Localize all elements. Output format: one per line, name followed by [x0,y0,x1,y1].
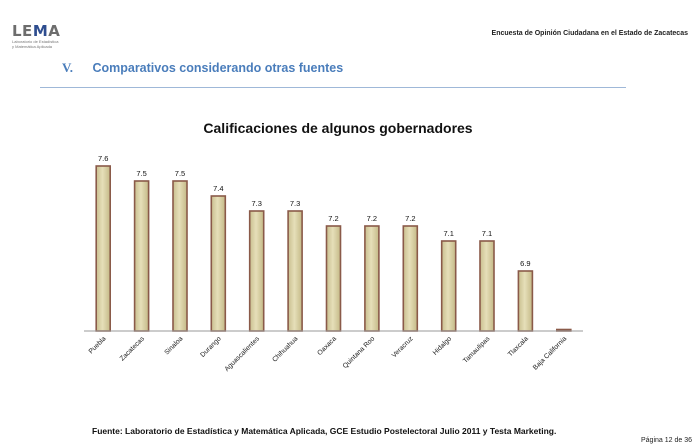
tick-label-sinaloa: Sinaloa [163,335,184,356]
tick-label-hidalgo: Hidalgo [432,335,453,356]
chart-title: Calificaciones de algunos gobernadores [203,120,473,136]
bar-zacatecas [133,180,150,332]
page-number: Página 12 de 36 [641,437,692,444]
tick-label-tlaxcala: Tlaxcala [507,335,530,358]
source-note: Fuente: Laboratorio de Estadística y Mat… [92,426,557,436]
tick-label-aguascalientes: Aguascalientes [224,335,262,373]
data-label-sinaloa: 7.5 [175,169,185,178]
tick-label-puebla: Puebla [88,335,108,355]
bar-hidalgo [440,240,457,332]
data-label-quintana-roo: 7.2 [367,214,377,223]
logo-subtitle-1: Laboratorio de Estadística [12,39,59,44]
data-label-oaxaca: 7.2 [328,214,338,223]
data-label-chihuahua: 7.3 [290,199,300,208]
tick-label-zacatecas: Zacatecas [119,335,147,363]
section-title: Comparativos considerando otras fuentes [92,61,344,75]
tick-label-quintana-roo: Quintana Roo [342,335,377,370]
tick-label-tamaulipas: Tamaulipas [462,335,492,365]
data-label-tamaulipas: 7.1 [482,229,492,238]
bar-oaxaca [325,225,342,332]
tick-label-baja-california: Baja California [532,335,568,371]
data-label-aguascalientes: 7.3 [251,199,261,208]
logo-wordmark: LEMA [12,22,61,40]
tick-label-oaxaca: Oaxaca [316,335,338,357]
tick-label-veracruz: Veracruz [391,335,415,359]
tick-label-durango: Durango [199,335,223,359]
section-number: V. [62,60,73,75]
bar-durango [210,195,227,332]
data-label-veracruz: 7.2 [405,214,415,223]
bar-puebla [95,165,111,332]
data-label-hidalgo: 7.1 [443,229,453,238]
bar-tlaxcala [517,270,534,332]
data-label-durango: 7.4 [213,184,223,193]
bar-sinaloa [172,180,188,332]
section-divider [40,87,626,88]
logo-subtitle-2: y Matemática Aplicada [12,44,53,49]
lema-logo: LEMA Laboratorio de Estadística y Matemá… [12,22,61,50]
data-label-zacatecas: 7.5 [136,169,146,178]
tick-label-chihuahua: Chihuahua [271,335,299,363]
bar-veracruz [402,225,419,332]
data-label-tlaxcala: 6.9 [520,259,530,268]
bar-tamaulipas [479,240,495,332]
bar-quintana-roo [364,225,380,332]
report-title: Encuesta de Opinión Ciudadana en el Esta… [491,30,688,37]
bar-chihuahua [287,210,303,332]
data-label-puebla: 7.6 [98,154,108,163]
section-heading: V. Comparativos considerando otras fuent… [62,60,343,76]
bar-aguascalientes [248,210,265,332]
